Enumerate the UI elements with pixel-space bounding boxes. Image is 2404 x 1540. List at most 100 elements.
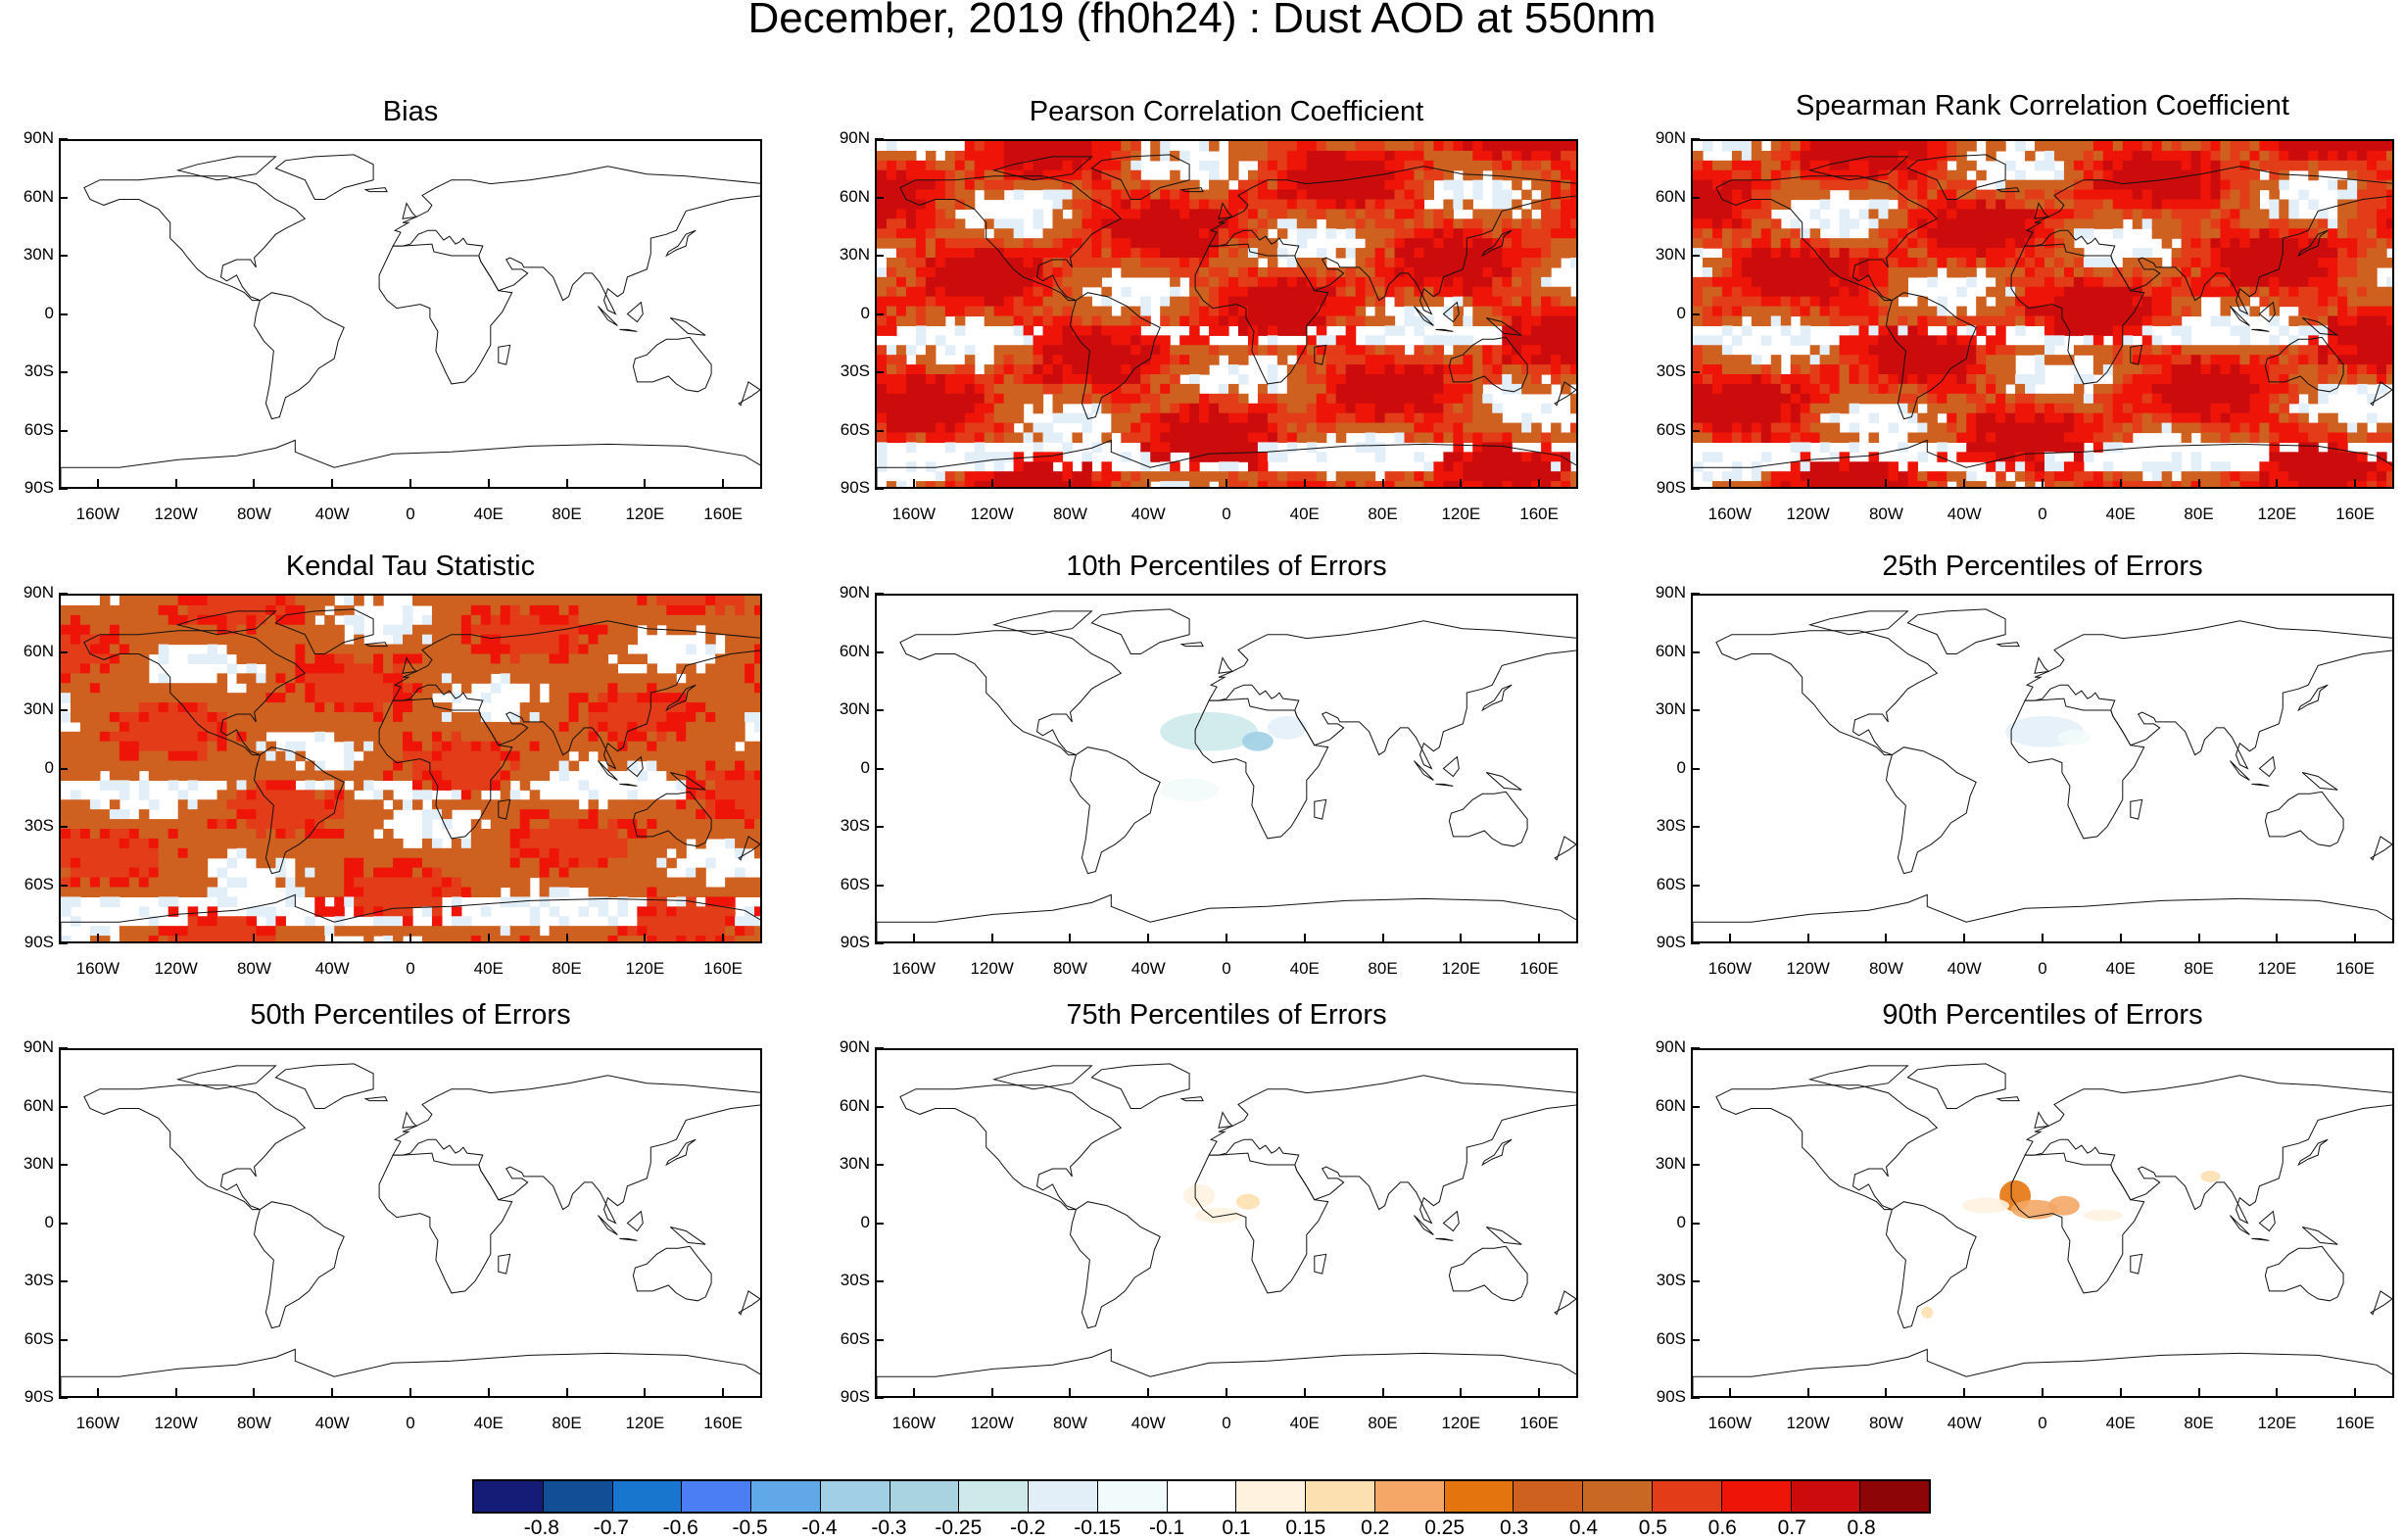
field-cell — [452, 605, 462, 616]
field-cell — [1130, 423, 1141, 434]
field-cell — [1693, 238, 1704, 249]
field-cell — [1160, 248, 1171, 259]
lon-tick — [2354, 479, 2356, 488]
field-cell — [1801, 238, 1811, 249]
field-cell — [2084, 325, 2094, 336]
field-cell — [2044, 180, 2055, 191]
field-cell — [1189, 200, 1200, 211]
field-cell — [2298, 151, 2309, 162]
field-cell — [1878, 461, 1889, 472]
field-cell — [1917, 364, 1928, 375]
field-cell — [1986, 384, 1996, 395]
field-cell — [1722, 325, 1733, 336]
field-cell — [2269, 161, 2280, 171]
field-cell — [1888, 170, 1899, 181]
field-cell — [1346, 287, 1357, 298]
field-cell — [442, 635, 453, 646]
field-cell — [2201, 141, 2212, 152]
field-cell — [607, 663, 618, 674]
field-cell — [1937, 200, 1947, 211]
field-cell — [1307, 481, 1318, 489]
field-cell — [1140, 452, 1151, 462]
field-cell — [2347, 423, 2358, 434]
field-cell — [1859, 277, 1870, 288]
field-cell — [1482, 442, 1493, 453]
field-cell — [1326, 151, 1337, 162]
field-cell — [1463, 384, 1473, 395]
field-cell — [1414, 452, 1424, 462]
field-cell — [2298, 384, 2309, 395]
field-cell — [1761, 384, 1772, 395]
field-cell — [1570, 161, 1578, 171]
field-cell — [2279, 141, 2289, 152]
field-cell — [1472, 413, 1483, 424]
field-cell — [2084, 345, 2094, 356]
field-cell — [2093, 170, 2104, 181]
field-cell — [2025, 277, 2036, 288]
field-cell — [559, 605, 570, 616]
field-cell — [2084, 209, 2094, 219]
field-cell — [1937, 161, 1947, 171]
field-cell — [305, 663, 315, 674]
field-cell — [1820, 461, 1831, 472]
field-cell — [1228, 364, 1239, 375]
field-cell — [965, 345, 976, 356]
lat-tick-label: 30N — [811, 245, 870, 265]
field-cell — [1043, 481, 1054, 489]
field-cell — [471, 654, 482, 665]
field-cell — [1570, 209, 1578, 219]
field-cell — [2162, 404, 2173, 414]
field-cell — [1512, 461, 1522, 472]
field-cell — [1761, 364, 1772, 375]
lon-tick — [488, 479, 490, 488]
field-cell — [906, 170, 917, 181]
field-cell — [887, 345, 897, 356]
field-cell — [1830, 413, 1841, 424]
lat-tick — [875, 371, 884, 373]
field-cell — [1453, 297, 1464, 308]
field-cell — [965, 433, 976, 444]
field-cell — [2230, 355, 2240, 365]
field-cell — [1453, 190, 1464, 201]
field-cell — [1472, 161, 1483, 171]
field-cell — [1062, 267, 1073, 278]
field-cell — [1820, 394, 1831, 405]
field-cell — [1043, 141, 1054, 152]
field-cell — [2191, 461, 2202, 472]
field-cell — [1956, 423, 1967, 434]
field-cell — [1326, 297, 1337, 308]
field-cell — [1219, 423, 1229, 434]
field-cell — [237, 605, 248, 616]
field-cell — [2308, 471, 2319, 482]
field-cell — [1878, 384, 1889, 395]
field-cell — [945, 307, 956, 317]
coastline — [1435, 329, 1453, 331]
field-cell — [2182, 433, 2192, 444]
field-cell — [1317, 481, 1327, 489]
field-cell — [1199, 404, 1210, 414]
field-cell — [1859, 209, 1870, 219]
field-cell — [1053, 209, 1064, 219]
lon-tick — [1807, 479, 1809, 488]
field-cell — [1024, 307, 1034, 317]
field-cell — [745, 654, 755, 665]
field-cell — [2182, 248, 2192, 259]
field-cell — [188, 654, 199, 665]
field-cell — [2347, 228, 2358, 239]
field-cell — [1062, 190, 1073, 201]
field-cell — [2308, 161, 2319, 171]
field-cell — [735, 663, 745, 674]
field-cell — [569, 596, 580, 606]
field-cell — [265, 635, 276, 646]
field-cell — [2123, 287, 2134, 298]
field-cell — [1189, 345, 1200, 356]
field-cell — [936, 161, 946, 171]
field-cell — [2084, 394, 2094, 405]
field-cell — [2044, 287, 2055, 298]
field-cell — [1531, 238, 1542, 249]
field-cell — [1820, 442, 1831, 453]
field-cell — [715, 615, 726, 626]
field-cell — [2044, 423, 2055, 434]
field-cell — [1966, 404, 1977, 414]
field-cell — [1209, 287, 1220, 298]
